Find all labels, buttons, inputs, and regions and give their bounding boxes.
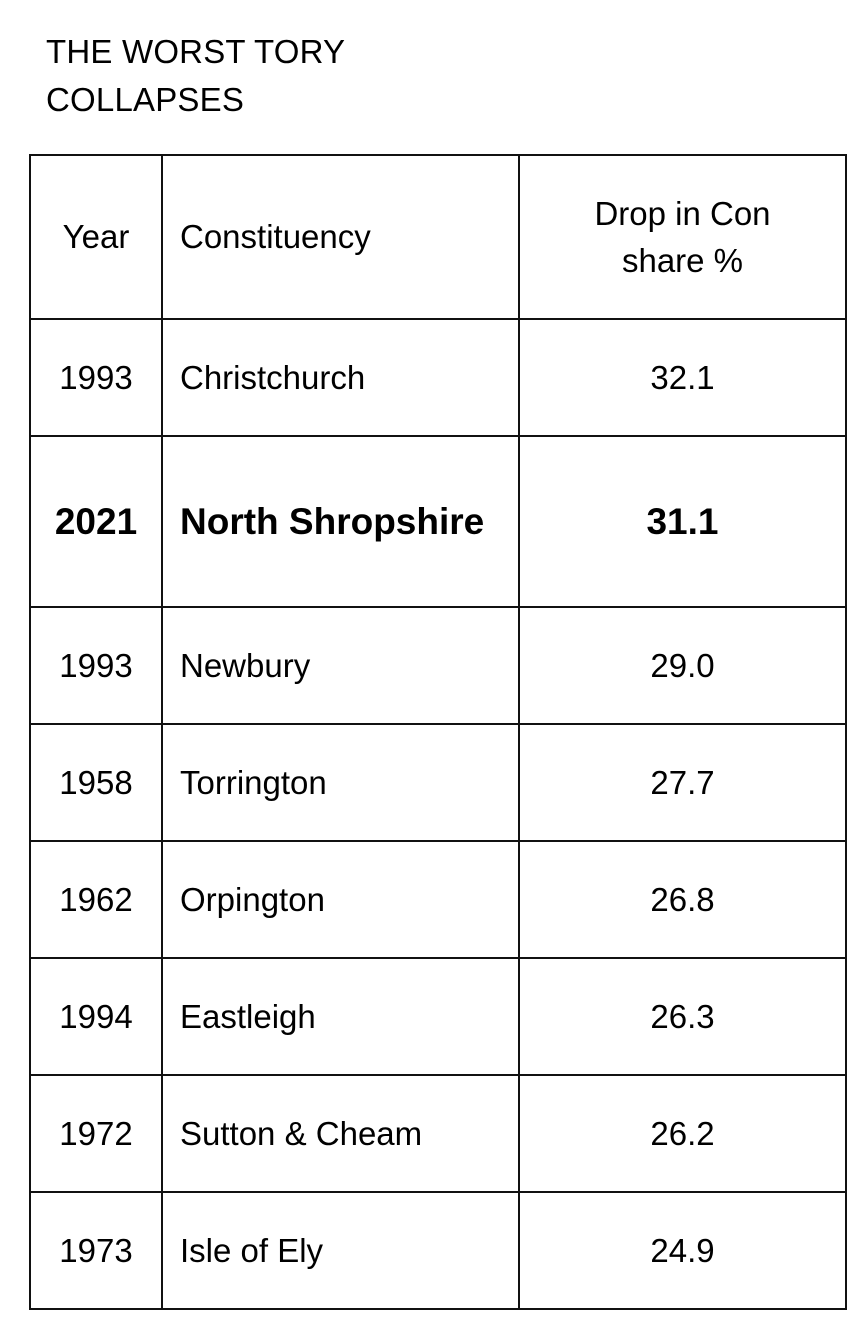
row-drop: 32.1 bbox=[518, 318, 847, 437]
row-year: 1973 bbox=[29, 1191, 163, 1310]
table-row: 1958 Torrington 27.7 bbox=[29, 723, 847, 842]
row-constituency: Isle of Ely bbox=[161, 1191, 520, 1310]
row-drop: 26.3 bbox=[518, 957, 847, 1076]
row-constituency: Sutton & Cheam bbox=[161, 1074, 520, 1193]
table-row-highlighted: 2021 North Shropshire 31.1 bbox=[29, 435, 847, 608]
row-constituency: Christchurch bbox=[161, 318, 520, 437]
row-year: 1958 bbox=[29, 723, 163, 842]
collapses-table: Year Constituency Drop in Con share % 19… bbox=[29, 154, 847, 1310]
header-year: Year bbox=[29, 154, 163, 320]
row-drop: 24.9 bbox=[518, 1191, 847, 1310]
table-row: 1993 Newbury 29.0 bbox=[29, 606, 847, 725]
row-year: 1993 bbox=[29, 318, 163, 437]
header-drop: Drop in Con share % bbox=[518, 154, 847, 320]
row-constituency: Orpington bbox=[161, 840, 520, 959]
row-year: 2021 bbox=[29, 435, 163, 608]
row-year: 1972 bbox=[29, 1074, 163, 1193]
row-constituency: Torrington bbox=[161, 723, 520, 842]
row-year: 1993 bbox=[29, 606, 163, 725]
row-constituency: North Shropshire bbox=[161, 435, 520, 608]
row-constituency: Eastleigh bbox=[161, 957, 520, 1076]
row-year: 1962 bbox=[29, 840, 163, 959]
row-drop: 29.0 bbox=[518, 606, 847, 725]
header-drop-label: Drop in Con share % bbox=[594, 195, 771, 279]
page-title: THE WORST TORY COLLAPSES bbox=[46, 33, 345, 118]
table-row: 1994 Eastleigh 26.3 bbox=[29, 957, 847, 1076]
table-row: 1993 Christchurch 32.1 bbox=[29, 318, 847, 437]
table-row: 1972 Sutton & Cheam 26.2 bbox=[29, 1074, 847, 1193]
header-constituency: Constituency bbox=[161, 154, 520, 320]
row-drop: 31.1 bbox=[518, 435, 847, 608]
row-year: 1994 bbox=[29, 957, 163, 1076]
row-drop: 26.8 bbox=[518, 840, 847, 959]
row-drop: 27.7 bbox=[518, 723, 847, 842]
table-header-row: Year Constituency Drop in Con share % bbox=[29, 154, 847, 320]
table-row: 1962 Orpington 26.8 bbox=[29, 840, 847, 959]
row-drop: 26.2 bbox=[518, 1074, 847, 1193]
row-constituency: Newbury bbox=[161, 606, 520, 725]
table-row: 1973 Isle of Ely 24.9 bbox=[29, 1191, 847, 1310]
